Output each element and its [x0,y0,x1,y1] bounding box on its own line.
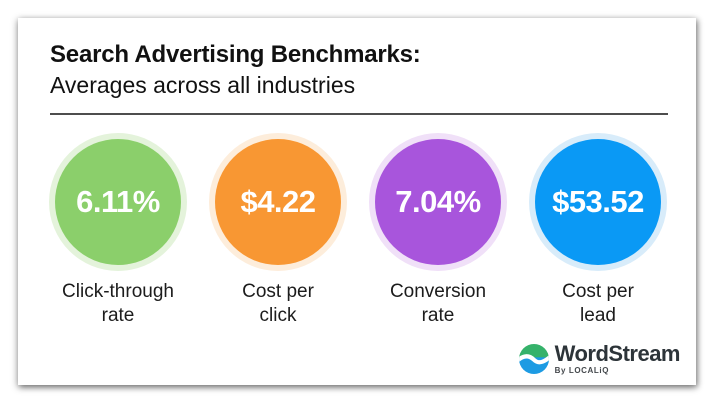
stat-label: Cost per click [242,280,314,328]
stat-conversion-rate: 7.04% Conversion rate [358,139,518,328]
logo-wordmark: WordStream [554,341,681,366]
page-title: Search Advertising Benchmarks: [50,41,421,68]
stat-label-line: click [259,305,297,326]
benchmark-card: Search Advertising Benchmarks: Averages … [18,18,696,385]
stat-click-through-rate: 6.11% Click-through rate [38,139,198,328]
stat-label-line: Cost per [562,281,634,302]
stat-circle-conversion-rate: 7.04% [375,139,501,265]
stat-circle-cost-per-lead: $53.52 [535,139,661,265]
stat-label: Click-through rate [62,280,174,328]
logo-byline: By LOCALiQ [554,366,610,375]
stat-label: Conversion rate [390,280,486,328]
stats-row: 6.11% Click-through rate $4.22 Cost per … [18,139,696,328]
stat-value: 7.04% [395,184,481,219]
page-subtitle: Averages across all industries [50,72,356,98]
logo-texts: WordStream By LOCALiQ [554,341,681,376]
stat-value: $4.22 [240,184,316,219]
stat-value: $53.52 [552,184,644,219]
stat-label-line: Conversion [389,281,487,302]
stat-label-line: Click-through [62,281,174,302]
stat-cost-per-lead: $53.52 Cost per lead [518,139,678,328]
stat-label-line: rate [421,305,455,326]
wordstream-logo: WordStream By LOCALiQ [518,341,681,376]
divider [50,113,668,115]
stat-label: Cost per lead [562,280,634,328]
stat-label-line: lead [580,305,616,326]
stat-value: 6.11% [76,184,160,219]
stat-circle-cost-per-click: $4.22 [215,139,341,265]
stat-label-line: Cost per [242,281,314,302]
stat-circle-click-through-rate: 6.11% [55,139,181,265]
header: Search Advertising Benchmarks: Averages … [18,18,696,101]
stat-cost-per-click: $4.22 Cost per click [198,139,358,328]
wordstream-logo-icon [518,344,549,374]
stat-label-line: rate [101,305,135,326]
